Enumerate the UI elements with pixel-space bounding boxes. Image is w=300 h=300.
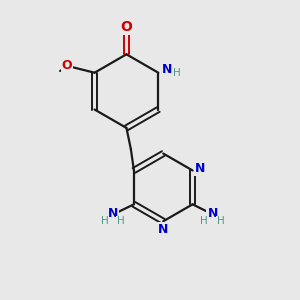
Text: N: N [207, 207, 218, 220]
Text: O: O [61, 59, 72, 72]
Text: H: H [200, 216, 208, 226]
Text: H: H [173, 68, 181, 78]
Text: H: H [117, 216, 125, 226]
Text: N: N [107, 207, 118, 220]
Text: O: O [121, 20, 132, 34]
Text: H: H [217, 216, 225, 226]
Text: N: N [158, 223, 168, 236]
Text: N: N [195, 162, 206, 175]
Text: N: N [162, 63, 172, 76]
Text: H: H [100, 216, 108, 226]
